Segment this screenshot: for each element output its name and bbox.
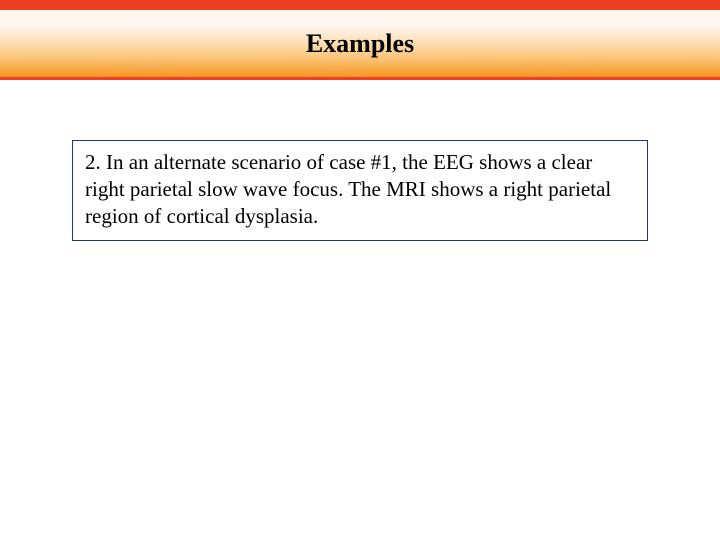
example-box: 2. In an alternate scenario of case #1, … — [72, 140, 648, 241]
example-text: 2. In an alternate scenario of case #1, … — [85, 150, 611, 228]
content-area: 2. In an alternate scenario of case #1, … — [0, 80, 720, 241]
page-title: Examples — [306, 29, 414, 59]
top-accent-bar — [0, 0, 720, 10]
header-band: Examples — [0, 10, 720, 80]
